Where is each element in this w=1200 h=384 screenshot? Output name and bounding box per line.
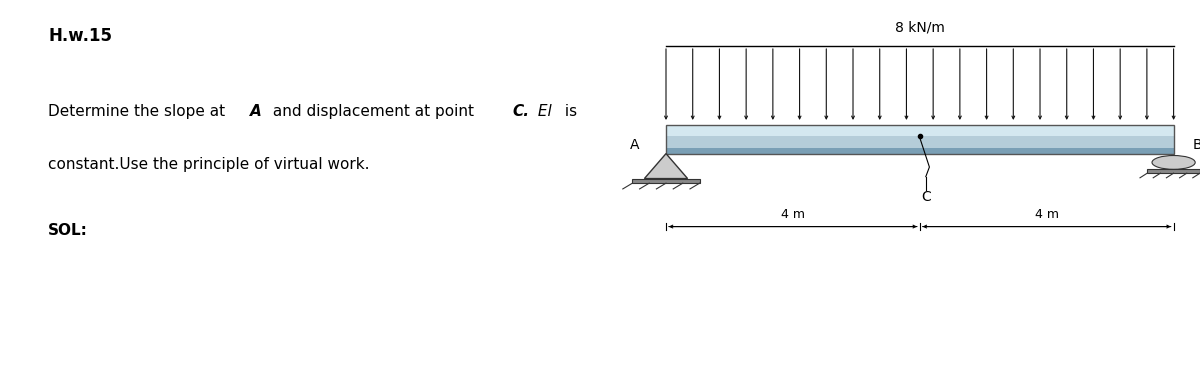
Bar [632, 179, 700, 183]
Text: is: is [560, 104, 577, 119]
Polygon shape [644, 154, 688, 179]
Bar [666, 149, 1174, 154]
Bar [666, 125, 1174, 136]
Bar [666, 125, 1174, 154]
Bar [666, 125, 1174, 154]
Text: and displacement at point: and displacement at point [268, 104, 479, 119]
Text: A: A [630, 138, 640, 152]
Text: El: El [533, 104, 552, 119]
Bar [1147, 169, 1200, 173]
Text: B: B [1193, 138, 1200, 152]
Text: A: A [250, 104, 262, 119]
Text: 4 m: 4 m [781, 208, 805, 221]
Text: 4 m: 4 m [1034, 208, 1058, 221]
Text: H.w.15: H.w.15 [48, 27, 112, 45]
Text: Determine the slope at: Determine the slope at [48, 104, 230, 119]
Text: constant.Use the principle of virtual work.: constant.Use the principle of virtual wo… [48, 157, 370, 172]
Circle shape [1152, 156, 1195, 169]
Text: C: C [920, 190, 931, 204]
Text: C.: C. [512, 104, 529, 119]
Text: 8 kN/m: 8 kN/m [895, 21, 944, 35]
Text: SOL:: SOL: [48, 223, 88, 238]
